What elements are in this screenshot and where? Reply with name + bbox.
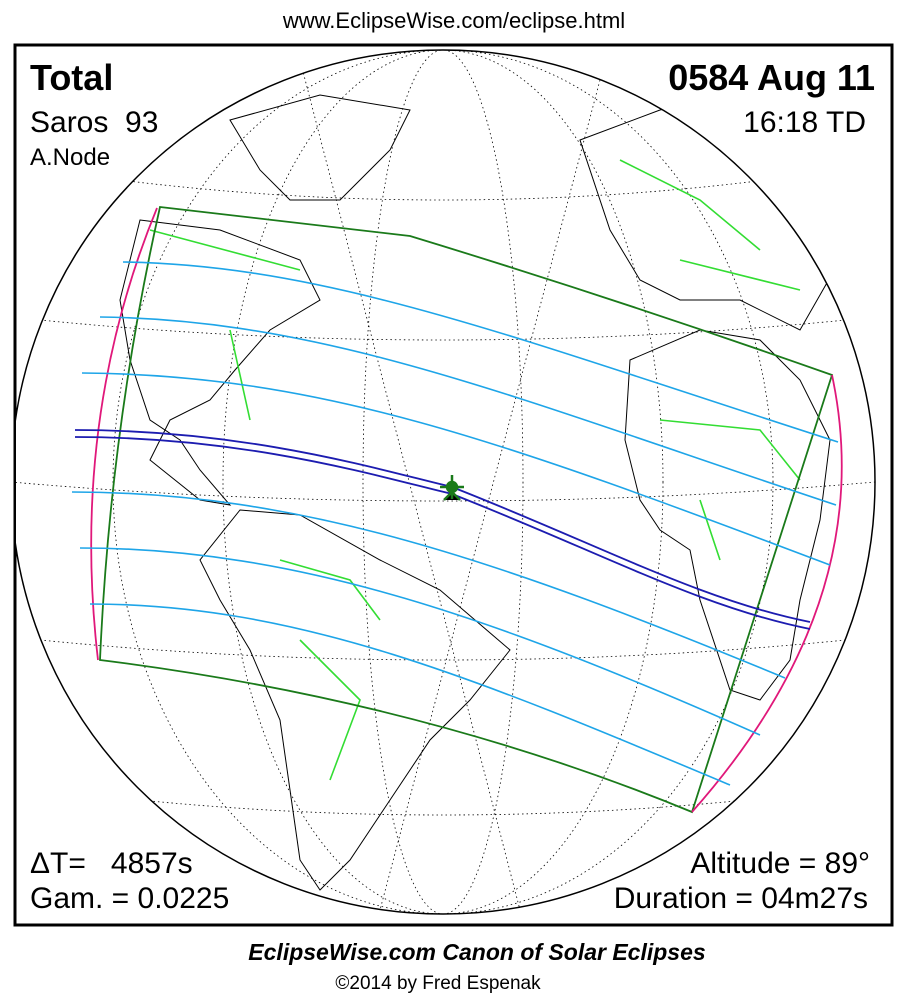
eclipse-type: Total xyxy=(30,57,113,98)
duration: Duration = 04m27s xyxy=(614,882,868,915)
globe-outline xyxy=(16,49,876,915)
delta-t: ΔT= 4857s xyxy=(30,847,193,880)
eclipse-path xyxy=(71,206,843,814)
penumbra-limits xyxy=(99,206,834,814)
footer-credit: ©2014 by Fred Espenak xyxy=(335,973,541,994)
gamma: Gam. = 0.0225 xyxy=(30,882,229,915)
altitude: Altitude = 89° xyxy=(690,847,870,880)
footer-title: EclipseWise.com Canon of Solar Eclipses xyxy=(248,939,705,965)
saros: Saros 93 xyxy=(30,106,158,139)
land xyxy=(119,89,841,891)
date: 0584 Aug 11 xyxy=(668,57,875,98)
globe xyxy=(16,49,876,915)
url: www.EclipseWise.com/eclipse.html xyxy=(282,8,625,33)
node: A.Node xyxy=(30,144,110,171)
rise-set-curves xyxy=(90,207,843,813)
greatest-eclipse xyxy=(440,475,464,501)
time: 16:18 TD xyxy=(743,106,866,139)
